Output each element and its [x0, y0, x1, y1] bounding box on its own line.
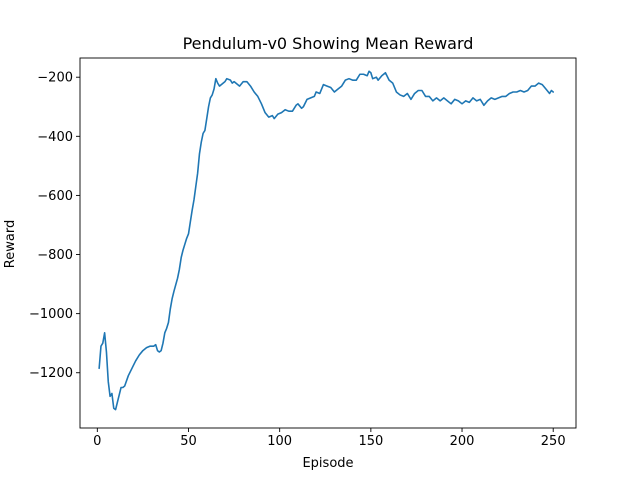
plot-area [98, 70, 555, 411]
chart-title: Pendulum-v0 Showing Mean Reward [183, 34, 474, 53]
x-tick-label: 250 [541, 434, 566, 449]
y-tick-label: −600 [37, 189, 73, 204]
y-tick-label: −800 [37, 248, 73, 263]
y-tick-label: −1200 [29, 366, 73, 381]
y-axis-label: Reward [3, 220, 18, 268]
x-tick-label: 150 [358, 434, 383, 449]
x-tick-label: 0 [93, 434, 101, 449]
plot-frame [79, 57, 577, 429]
series-line-0 [98, 70, 555, 411]
x-tick-label: 200 [450, 434, 475, 449]
x-axis-label: Episode [302, 456, 353, 471]
axes: 0 50 100 150 200 250 −1200 −1000 −800 −600 −400 −20… [29, 57, 577, 449]
y-tick-label: −200 [37, 71, 73, 86]
y-tick-label: −400 [37, 130, 73, 145]
x-tick-label: 100 [267, 434, 292, 449]
x-tick-label: 50 [180, 434, 197, 449]
y-tick-label: −1000 [29, 307, 73, 322]
